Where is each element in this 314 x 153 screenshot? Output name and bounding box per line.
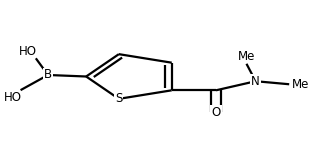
- Text: Me: Me: [238, 50, 255, 63]
- Text: HO: HO: [19, 45, 37, 58]
- Text: Me: Me: [292, 78, 310, 91]
- Text: O: O: [211, 106, 221, 119]
- Text: S: S: [115, 92, 122, 105]
- Text: N: N: [251, 75, 260, 88]
- Text: B: B: [44, 69, 52, 82]
- Text: HO: HO: [4, 91, 22, 104]
